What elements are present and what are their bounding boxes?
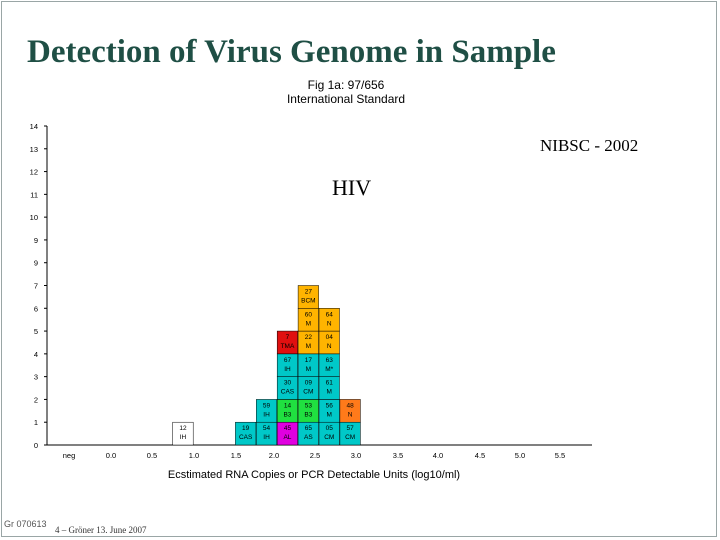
x-tick-label: 1.5: [231, 451, 241, 460]
x-axis-title: Ecstimated RNA Copies or PCR Detectable …: [168, 469, 460, 481]
sample-box-id: 53: [305, 402, 313, 409]
sample-box-id: 7: [286, 334, 290, 341]
x-tick-label: 1.0: [189, 451, 199, 460]
y-tick-label: 2: [34, 395, 38, 404]
sample-box: [339, 399, 361, 423]
sample-box-id: 64: [326, 311, 334, 318]
sample-box-id: 12: [179, 425, 187, 432]
annotation-nibsc: NIBSC - 2002: [540, 136, 638, 155]
y-tick-label: 10: [30, 213, 38, 222]
sample-box-method: IH: [180, 434, 187, 441]
sample-box-method: TMA: [281, 343, 295, 350]
sample-box-id: 67: [284, 357, 292, 364]
y-tick-label: 5: [34, 327, 38, 336]
x-tick-label: 3.5: [393, 451, 403, 460]
sample-box-method: IH: [284, 366, 291, 373]
sample-box-id: 04: [326, 334, 334, 341]
sample-box-id: 63: [326, 357, 334, 364]
sample-box-id: 09: [305, 380, 313, 387]
x-tick-label: 3.0: [351, 451, 361, 460]
sample-box-method: CM: [345, 434, 355, 441]
sample-box-id: 17: [305, 357, 313, 364]
sample-box-id: 30: [284, 380, 292, 387]
x-tick-label: neg: [63, 451, 76, 460]
y-tick-label: 14: [30, 122, 38, 131]
sample-box-method: CM: [324, 434, 334, 441]
sample-box-method: M: [327, 411, 332, 418]
footer-code: Gr 070613: [4, 519, 47, 529]
sample-box-method: M: [306, 366, 311, 373]
chart-subtitle: International Standard: [286, 92, 406, 106]
sample-box-method: BCM: [301, 298, 315, 305]
sample-box-id: 48: [347, 402, 355, 409]
x-tick-label: 2.0: [269, 451, 279, 460]
y-tick-label: 11: [30, 190, 38, 199]
y-tick-label: 0: [34, 441, 38, 450]
sample-box: [276, 330, 298, 355]
sample-box: [297, 285, 319, 309]
x-tick-label: 0.0: [106, 451, 116, 460]
sample-box-method: CAS: [239, 434, 253, 441]
sample-box-method: M*: [325, 366, 333, 373]
sample-box-id: 05: [326, 425, 334, 432]
x-tick-label: 4.0: [433, 451, 443, 460]
annotation-hiv: HIV: [332, 175, 371, 200]
sample-box: [172, 421, 194, 446]
x-tick-label: 0.5: [147, 451, 157, 460]
y-tick-label: 9: [34, 236, 38, 245]
sample-box-method: B3: [283, 411, 291, 418]
y-tick-label: 6: [34, 304, 38, 313]
x-tick-label: 5.0: [515, 451, 525, 460]
sample-box-id: 19: [242, 425, 250, 432]
sample-box: [318, 308, 340, 332]
x-tick-label: 4.5: [475, 451, 485, 460]
sample-box-method: AL: [283, 434, 291, 441]
chart-title-block: Fig 1a: 97/656 International Standard: [230, 78, 462, 106]
y-tick-label: 9: [34, 259, 38, 268]
chart-title: Fig 1a: 97/656: [307, 78, 385, 92]
y-tick-label: 12: [30, 168, 38, 177]
sample-box-method: M: [327, 389, 332, 396]
sample-box-method: IH: [263, 411, 270, 418]
sample-box: [256, 399, 278, 423]
slide-title: Detection of Virus Genome in Sample: [27, 34, 556, 70]
sample-box-id: 54: [263, 425, 271, 432]
y-tick-label: 7: [34, 282, 38, 291]
sample-box-id: 27: [305, 289, 313, 296]
x-tick-label: 5.5: [555, 451, 565, 460]
y-tick-label: 4: [34, 350, 38, 359]
sample-box-method: M: [306, 343, 311, 350]
x-tick-label: 2.5: [310, 451, 320, 460]
sample-box-id: 61: [326, 380, 334, 387]
sample-box-method: N: [327, 343, 332, 350]
sample-box: [235, 421, 257, 446]
sample-box-method: IH: [263, 434, 270, 441]
sample-box-method: N: [327, 320, 332, 327]
sample-box-method: CAS: [281, 389, 295, 396]
sample-box-id: 56: [326, 402, 334, 409]
sample-box-id: 22: [305, 334, 313, 341]
y-tick-label: 3: [34, 373, 38, 382]
sample-box-id: 60: [305, 311, 313, 318]
sample-box-method: N: [348, 411, 353, 418]
sample-box-method: AS: [304, 434, 313, 441]
sample-box-id: 65: [305, 425, 313, 432]
sample-box-method: M: [306, 320, 311, 327]
sample-box-id: 14: [284, 402, 292, 409]
y-tick-label: 13: [30, 145, 38, 154]
sample-box-id: 57: [347, 425, 355, 432]
sample-box-id: 59: [263, 402, 271, 409]
sample-box-method: B3: [304, 411, 312, 418]
sample-box-id: 45: [284, 425, 292, 432]
sample-box-method: CM: [303, 389, 313, 396]
footer-author: 4 – Gröner 13. June 2007: [55, 525, 147, 535]
y-tick-label: 1: [34, 418, 38, 427]
